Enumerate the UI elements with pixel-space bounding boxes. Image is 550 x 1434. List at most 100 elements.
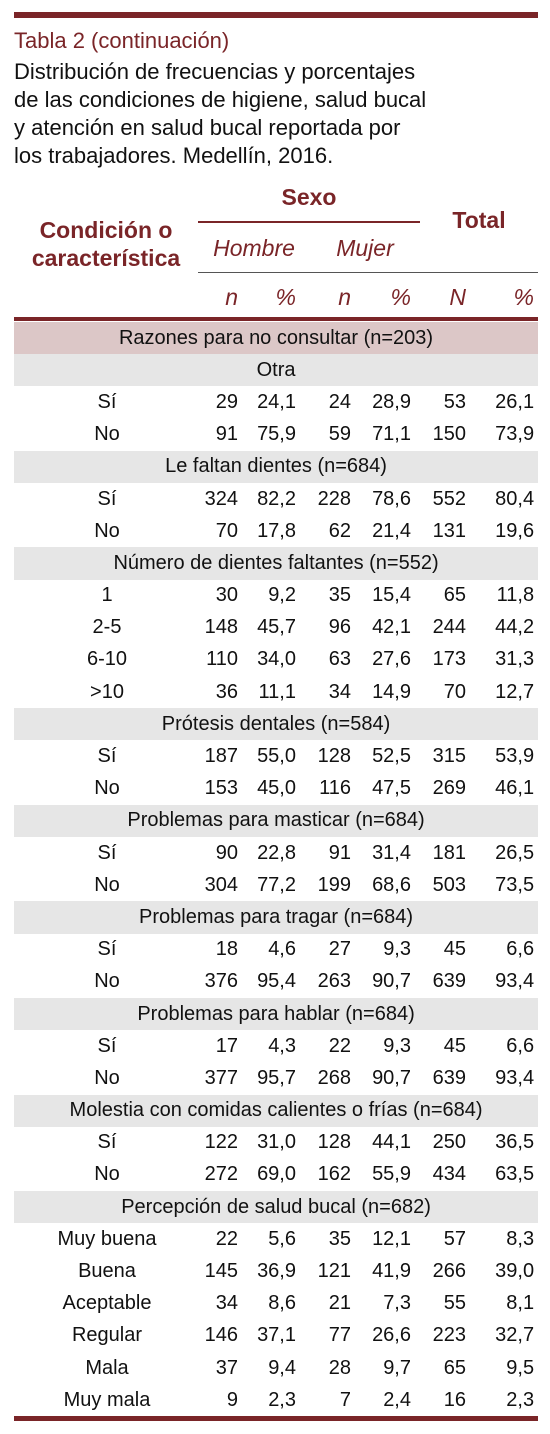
cell: 82,2 (257, 487, 296, 510)
cell: 122 (204, 1131, 238, 1154)
cell: 45,0 (257, 777, 296, 800)
row-label: Mala (85, 1356, 129, 1379)
cell: 128 (317, 745, 351, 768)
cell: 26,1 (495, 390, 535, 413)
data-row: No 70 17,8 62 21,4 131 19,6 (14, 515, 538, 547)
cell: 116 (319, 777, 351, 800)
bottom-rule (14, 1416, 538, 1421)
data-row: No 153 45,0 116 47,5 269 46,1 (14, 773, 538, 805)
column-header: n (338, 284, 351, 310)
cell: 53 (443, 390, 466, 413)
row-label: >10 (90, 680, 124, 703)
cell: 39,0 (495, 1260, 535, 1283)
cell: 36,5 (495, 1131, 535, 1154)
data-row: Sí 122 31,0 128 44,1 250 36,5 (14, 1127, 538, 1159)
cell: 29 (215, 390, 238, 413)
data-row: Sí 17 4,3 22 9,3 45 6,6 (14, 1030, 538, 1062)
group-heading: Percepción de salud bucal (n=682) (14, 1191, 539, 1224)
row-header: Condición o característica (14, 216, 198, 272)
cell: 37,1 (257, 1324, 296, 1347)
cell: 90,7 (372, 970, 411, 993)
cell: 15,4 (372, 584, 411, 607)
group-row: Le faltan dientes (n=684) (14, 450, 539, 483)
group-heading: Número de dientes faltantes (n=552) (14, 547, 539, 580)
cell: 121 (317, 1260, 351, 1283)
cell: 2,3 (506, 1388, 535, 1411)
cell: 71,1 (372, 423, 411, 446)
cell: 181 (432, 841, 466, 864)
data-row: Regular 146 37,1 77 26,6 223 32,7 (14, 1320, 538, 1352)
cell: 315 (432, 745, 466, 768)
cell: 376 (204, 970, 238, 993)
row-label: No (94, 1163, 120, 1186)
data-row: Muy buena 22 5,6 35 12,1 57 8,3 (14, 1223, 538, 1255)
data-row: No 376 95,4 263 90,7 639 93,4 (14, 966, 538, 998)
cell: 44,1 (372, 1131, 411, 1154)
sub-rule (198, 272, 538, 273)
cell: 187 (204, 745, 238, 768)
cell: 36,9 (257, 1260, 296, 1283)
group-row: Problemas para tragar (n=684) (14, 901, 539, 934)
group-heading: Prótesis dentales (n=584) (14, 708, 539, 741)
cell: 148 (204, 616, 238, 639)
cell: 45 (443, 938, 466, 961)
cell: 28,9 (372, 390, 411, 413)
cell: 27,6 (372, 648, 411, 671)
data-row: 2-5 148 45,7 96 42,1 244 44,2 (14, 612, 538, 644)
cell: 96 (328, 616, 351, 639)
cell: 32,7 (495, 1324, 535, 1347)
cell: 199 (317, 873, 351, 896)
row-label: Sí (97, 1131, 117, 1154)
cell: 24,1 (257, 390, 296, 413)
cell: 42,1 (372, 616, 411, 639)
data-row: No 91 75,9 59 71,1 150 73,9 (14, 419, 538, 451)
group-heading: Molestia con comidas calientes o frías (… (14, 1094, 539, 1127)
group-row: Problemas para masticar (n=684) (14, 804, 539, 837)
group-row: Problemas para hablar (n=684) (14, 997, 539, 1031)
cell: 131 (432, 519, 466, 542)
data-row: >10 36 11,1 34 14,9 70 12,7 (14, 676, 538, 708)
group-row: Percepción de salud bucal (n=682) (14, 1191, 539, 1224)
group-row: Molestia con comidas calientes o frías (… (14, 1094, 539, 1127)
cell: 12,1 (372, 1227, 411, 1250)
cell: 8,3 (506, 1227, 535, 1250)
cell: 639 (432, 970, 466, 993)
cell: 145 (204, 1260, 238, 1283)
cell: 8,6 (268, 1292, 296, 1315)
column-header: N (449, 284, 466, 310)
cell: 27 (328, 938, 351, 961)
cell: 59 (328, 423, 351, 446)
cell: 9,4 (268, 1356, 296, 1379)
total-header: Total (452, 207, 506, 233)
cell: 11,8 (496, 584, 535, 607)
hombre-header: Hombre (213, 235, 295, 261)
cell: 11,1 (258, 680, 296, 703)
table-body: Razones para no consultar (n=203) Otra Sí 2… (14, 322, 539, 1416)
data-row: Mala 37 9,4 28 9,7 65 9,5 (14, 1352, 538, 1384)
data-row: Aceptable 34 8,6 21 7,3 55 8,1 (14, 1288, 538, 1320)
row-label: Sí (97, 1034, 117, 1057)
cell: 228 (317, 487, 351, 510)
cell: 263 (317, 970, 351, 993)
cell: 5,6 (268, 1227, 296, 1250)
cell: 65 (443, 584, 466, 607)
cell: 73,5 (495, 873, 535, 896)
cell: 146 (204, 1324, 238, 1347)
cell: 31,0 (257, 1131, 296, 1154)
cell: 9 (226, 1388, 238, 1411)
row-label: Sí (97, 745, 117, 768)
row-label: Sí (97, 841, 117, 864)
data-row: Sí 324 82,2 228 78,6 552 80,4 (14, 483, 538, 515)
row-label: No (94, 1066, 120, 1089)
table-title: Tabla 2 (continuación) (14, 28, 230, 53)
cell: 26,6 (372, 1324, 411, 1347)
cell: 22,8 (257, 841, 296, 864)
cell: 55 (443, 1292, 466, 1315)
group-heading: Problemas para tragar (n=684) (14, 901, 539, 934)
cell: 24 (328, 390, 351, 413)
sexo-header: Sexo (281, 184, 337, 210)
row-label: No (94, 873, 120, 896)
data-row: No 377 95,7 268 90,7 639 93,4 (14, 1062, 538, 1094)
cell: 69,0 (257, 1163, 296, 1186)
cell: 77,2 (257, 873, 296, 896)
